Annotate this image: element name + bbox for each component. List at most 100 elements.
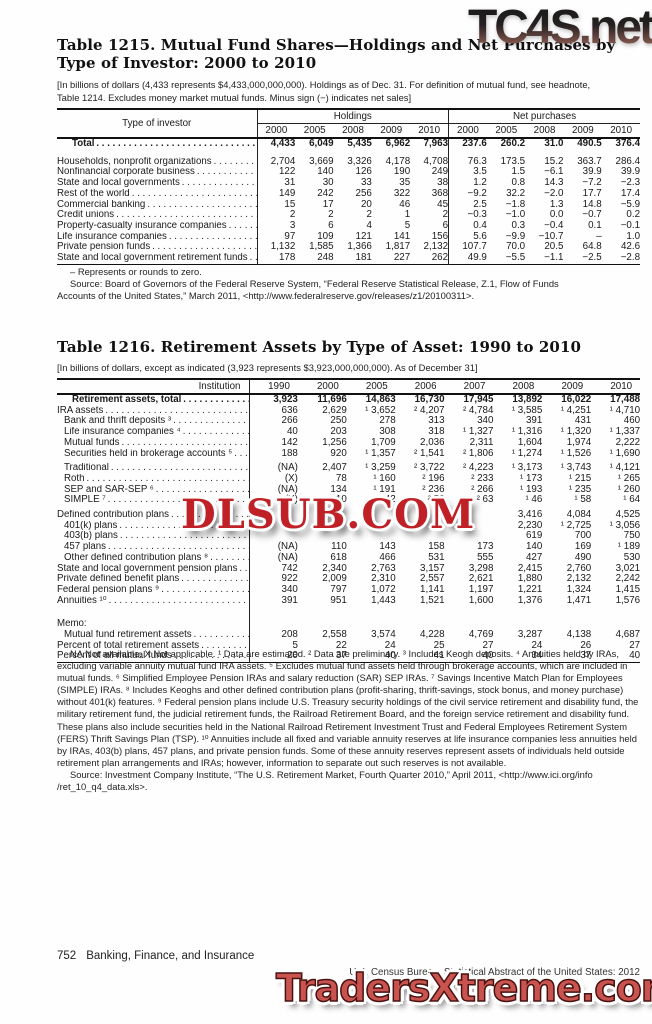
table-row: State and local governments31 30 33 35 381.2… — [57, 177, 640, 189]
cell-value: 24 — [384, 639, 396, 651]
cell-value: 76.3 — [448, 156, 487, 168]
row-label: State and local government pension plans — [57, 564, 249, 575]
cell-value: 2,557 — [420, 573, 445, 585]
cell-value: −5.5 — [505, 252, 526, 264]
cell-value: 237.6 — [448, 138, 487, 150]
cell-value: ¹ 1,357 — [365, 447, 396, 459]
column-header: 2007 — [444, 379, 494, 395]
cell-value: 2.5 — [448, 199, 487, 211]
cell-value: 2,311 — [469, 436, 494, 448]
spacer-row — [57, 506, 640, 511]
cell-value: −9.2 — [448, 188, 487, 200]
cell-value: 17,945 — [463, 394, 494, 405]
table-1216-body: Retirement assets, total3,923 11,696 14,86… — [57, 394, 640, 663]
cell-value: 3.5 — [448, 167, 487, 179]
table-row: Annuities ¹⁰391 951 1,443 1,521 1,600 1,376 1,… — [57, 594, 640, 607]
cell-value: 260.2 — [500, 138, 526, 149]
cell-value: 17 — [322, 198, 334, 210]
cell-value: 37 — [580, 650, 592, 662]
cell-value: 0.2 — [626, 209, 641, 221]
cell-value: ¹ 173 — [520, 472, 543, 484]
cell-value: 4,433 — [256, 138, 296, 150]
cell-value: ¹ 2,725 — [560, 519, 592, 531]
cell-value: 700 — [574, 530, 592, 542]
cell-value: 1,376 — [517, 594, 543, 606]
cell-value: (NA) — [248, 463, 298, 474]
row-label: 457 plans — [57, 542, 249, 553]
cell-value: −10.7 — [538, 230, 564, 242]
cell-value: ¹ 4,710 — [609, 404, 641, 416]
cell-value: 30 — [322, 177, 334, 189]
cell-value: ² 236 — [422, 483, 445, 495]
cell-value: 2,415 — [517, 562, 543, 574]
cell-value: 2 — [256, 210, 296, 221]
text-line: Source: Investment Company Institute, “T… — [70, 768, 593, 780]
cell-value: 158 — [428, 541, 445, 553]
cell-value: 1 — [404, 209, 411, 221]
cell-value: 555 — [477, 551, 494, 563]
cell-value: 10 — [335, 494, 347, 506]
table-row: Life insurance companies ⁴40 203 308 318 ¹ 1… — [57, 426, 640, 438]
cell-value: 2,310 — [371, 573, 396, 585]
cell-value: ² 1,541 — [414, 447, 445, 459]
cell-value: 173 — [477, 541, 494, 553]
row-label: Mutual funds — [57, 438, 249, 449]
cell-value: 70.0 — [506, 241, 526, 253]
cell-value: ¹ 42 — [378, 494, 396, 506]
cell-value: ¹ 4,121 — [609, 462, 641, 474]
cell-value: 40 — [629, 650, 641, 662]
text-line: /ret_10_q4_data.xls>. — [57, 781, 148, 793]
cell-value: 0.1 — [588, 219, 602, 231]
cell-value: 4,687 — [615, 629, 641, 641]
cell-value: 140 — [525, 541, 543, 553]
cell-value: 143 — [379, 541, 396, 553]
cell-value: 3,416 — [517, 509, 543, 521]
cell-value: (NA) — [248, 552, 298, 564]
table-row: Other defined contribution plans ⁸(NA) 61… — [57, 551, 640, 564]
column-header: 2000 — [297, 379, 347, 395]
text-line: Table 1214. Excludes money market mutual… — [57, 91, 412, 103]
text-line: [In billions of dollars (4,433 represent… — [57, 79, 591, 90]
cell-value: 227 — [393, 252, 411, 264]
cell-value: 313 — [428, 415, 445, 427]
cell-value — [445, 510, 494, 521]
table-row: Securities held in brokerage accounts ⁵1… — [57, 447, 640, 460]
cell-value: 6 — [328, 219, 334, 231]
column-header: 2008 — [493, 379, 543, 395]
cell-value: 46 — [399, 198, 411, 210]
cell-value: ¹ 235 — [568, 483, 592, 495]
column-header: 2009 — [542, 379, 592, 395]
table-row: SIMPLE ⁷(X) 10 ¹ 42 ² 52 ² 63 ¹ 46 ¹ 58 ¹ 64 — [57, 494, 640, 507]
cell-value: 1,072 — [371, 583, 396, 595]
column-header: 2005 — [295, 123, 334, 139]
cell-value: 248 — [317, 252, 334, 264]
cell-value: 156 — [431, 230, 449, 242]
cell-value: 38 — [437, 177, 449, 189]
cell-value: 1,141 — [420, 583, 445, 595]
cell-value: 27 — [629, 639, 641, 651]
table-1215-source: Source: Board of Governors of the Federa… — [57, 278, 640, 302]
row-label: Life insurance companies — [57, 232, 257, 243]
cell-value: 619 — [525, 530, 543, 542]
table-row: Percent of total retirement assets5 22 24 2… — [57, 639, 641, 652]
cell-value: 256 — [355, 187, 372, 199]
table-row: Defined contribution plans 3,416 4,084 4,52… — [57, 509, 640, 521]
cell-value: 6,962 — [385, 138, 411, 149]
row-label: Memo: — [57, 619, 87, 630]
row-label: Property-casualty insurance companies — [57, 221, 257, 232]
cell-value: 17.7 — [582, 187, 602, 199]
cell-value: 4,228 — [420, 629, 445, 641]
cell-value: ² 196 — [422, 472, 445, 484]
cell-value: ² 4,223 — [462, 462, 494, 474]
cell-value: 14.8 — [582, 198, 602, 210]
cell-value: 31.0 — [544, 138, 564, 149]
cell-value: 32.2 — [506, 187, 526, 199]
cell-value: 363.7 — [577, 155, 602, 167]
cell-value: 3 — [256, 220, 296, 232]
cell-value: 250 — [330, 415, 347, 427]
cell-value: 16,730 — [414, 394, 445, 405]
text-line: Source: Board of Governors of the Federa… — [70, 278, 559, 290]
cell-value: ² 233 — [471, 472, 494, 484]
cell-value: −0.1 — [620, 219, 641, 231]
cell-value: 109 — [317, 230, 334, 242]
